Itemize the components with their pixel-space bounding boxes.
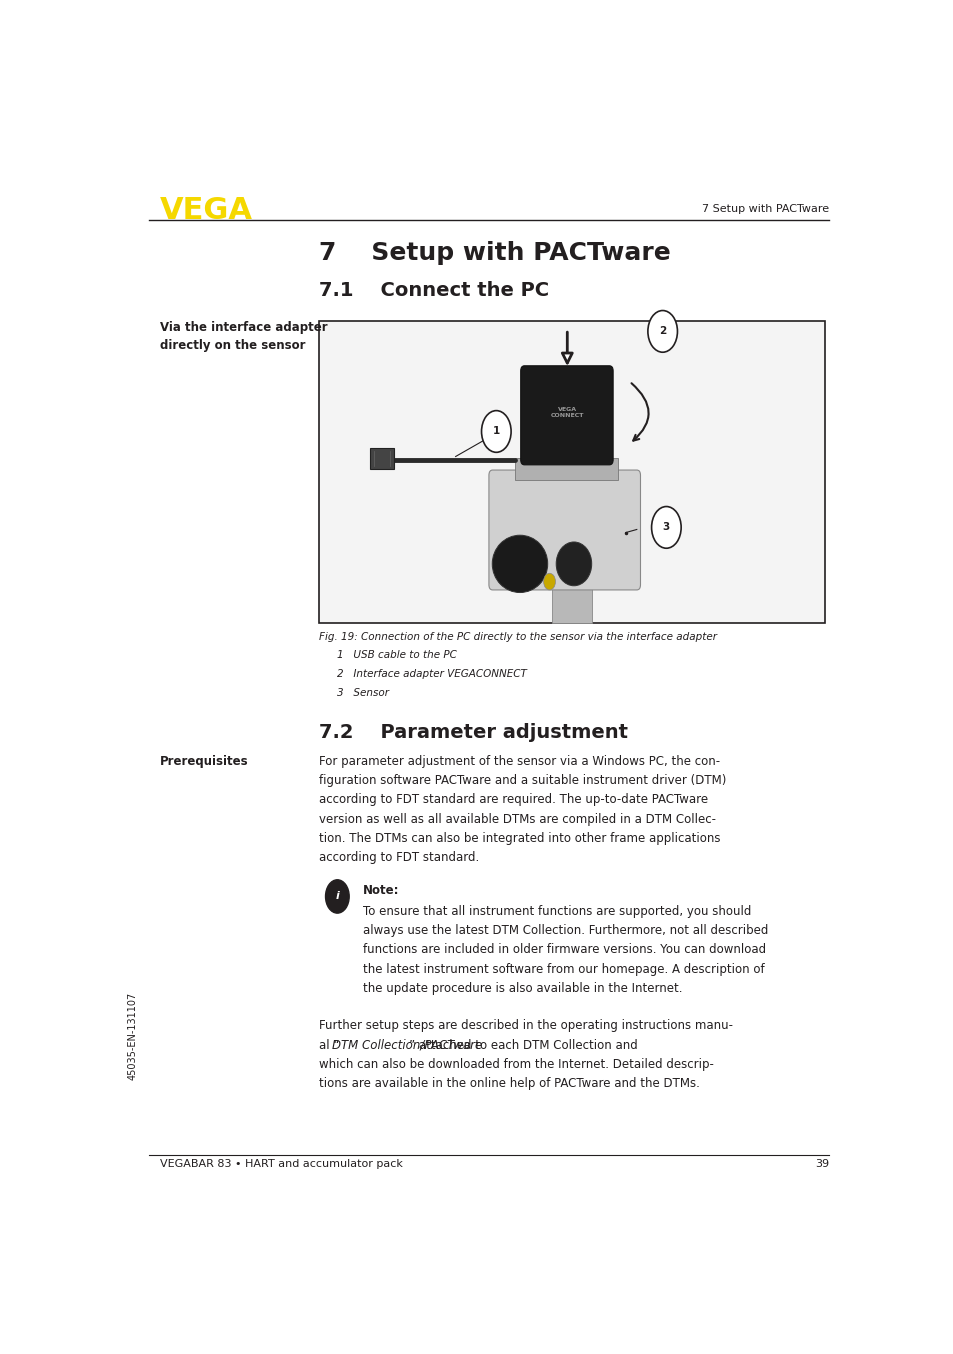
Text: Note:: Note: [363,884,399,896]
Text: figuration software PACTware and a suitable instrument driver (DTM): figuration software PACTware and a suita… [318,774,725,787]
Text: VEGA: VEGA [160,196,253,225]
FancyBboxPatch shape [515,458,618,481]
Circle shape [325,880,349,913]
Text: 2: 2 [659,326,665,336]
Text: 45035-EN-131107: 45035-EN-131107 [128,991,137,1080]
Text: i: i [335,891,339,902]
Text: the update procedure is also available in the Internet.: the update procedure is also available i… [363,982,682,995]
Text: 7.1    Connect the PC: 7.1 Connect the PC [318,282,548,301]
Text: Prerequisites: Prerequisites [160,754,249,768]
Circle shape [481,410,511,452]
Text: 1   USB cable to the PC: 1 USB cable to the PC [337,650,456,661]
Text: 3   Sensor: 3 Sensor [337,688,389,697]
Text: Further setup steps are described in the operating instructions manu-: Further setup steps are described in the… [318,1020,732,1033]
FancyBboxPatch shape [318,321,824,623]
Text: 2   Interface adapter VEGACONNECT: 2 Interface adapter VEGACONNECT [337,669,527,680]
Text: al “: al “ [318,1039,339,1052]
Text: VEGABAR 83 • HART and accumulator pack: VEGABAR 83 • HART and accumulator pack [160,1159,402,1170]
Text: 1: 1 [492,427,499,436]
Text: Via the interface adapter
directly on the sensor: Via the interface adapter directly on th… [160,321,327,352]
FancyBboxPatch shape [370,448,394,468]
Text: 39: 39 [814,1159,828,1170]
Text: functions are included in older firmware versions. You can download: functions are included in older firmware… [363,944,765,956]
Text: according to FDT standard are required. The up-to-date PACTware: according to FDT standard are required. … [318,793,707,806]
Text: the latest instrument software from our homepage. A description of: the latest instrument software from our … [363,963,764,976]
Ellipse shape [492,535,547,593]
Circle shape [543,573,555,590]
Text: 7 Setup with PACTware: 7 Setup with PACTware [701,204,828,214]
Text: tion. The DTMs can also be integrated into other frame applications: tion. The DTMs can also be integrated in… [318,831,720,845]
Text: ” attached to each DTM Collection and: ” attached to each DTM Collection and [408,1039,637,1052]
Text: Fig. 19: Connection of the PC directly to the sensor via the interface adapter: Fig. 19: Connection of the PC directly t… [318,631,716,642]
Text: according to FDT standard.: according to FDT standard. [318,852,478,864]
FancyBboxPatch shape [551,571,592,623]
Text: 3: 3 [662,523,669,532]
Circle shape [647,310,677,352]
Text: which can also be downloaded from the Internet. Detailed descrip-: which can also be downloaded from the In… [318,1057,713,1071]
Text: For parameter adjustment of the sensor via a Windows PC, the con-: For parameter adjustment of the sensor v… [318,754,720,768]
FancyBboxPatch shape [488,470,639,590]
Text: 7    Setup with PACTware: 7 Setup with PACTware [318,241,670,264]
Text: 7.2    Parameter adjustment: 7.2 Parameter adjustment [318,723,627,742]
Circle shape [651,506,680,548]
Text: DTM Collection/PACTware: DTM Collection/PACTware [332,1039,482,1052]
Text: tions are available in the online help of PACTware and the DTMs.: tions are available in the online help o… [318,1078,699,1090]
Text: VEGA
CONNECT: VEGA CONNECT [550,408,583,418]
Text: To ensure that all instrument functions are supported, you should: To ensure that all instrument functions … [363,904,751,918]
Ellipse shape [556,542,591,586]
FancyBboxPatch shape [520,366,613,464]
Text: version as well as all available DTMs are compiled in a DTM Collec-: version as well as all available DTMs ar… [318,812,715,826]
Text: always use the latest DTM Collection. Furthermore, not all described: always use the latest DTM Collection. Fu… [363,923,768,937]
